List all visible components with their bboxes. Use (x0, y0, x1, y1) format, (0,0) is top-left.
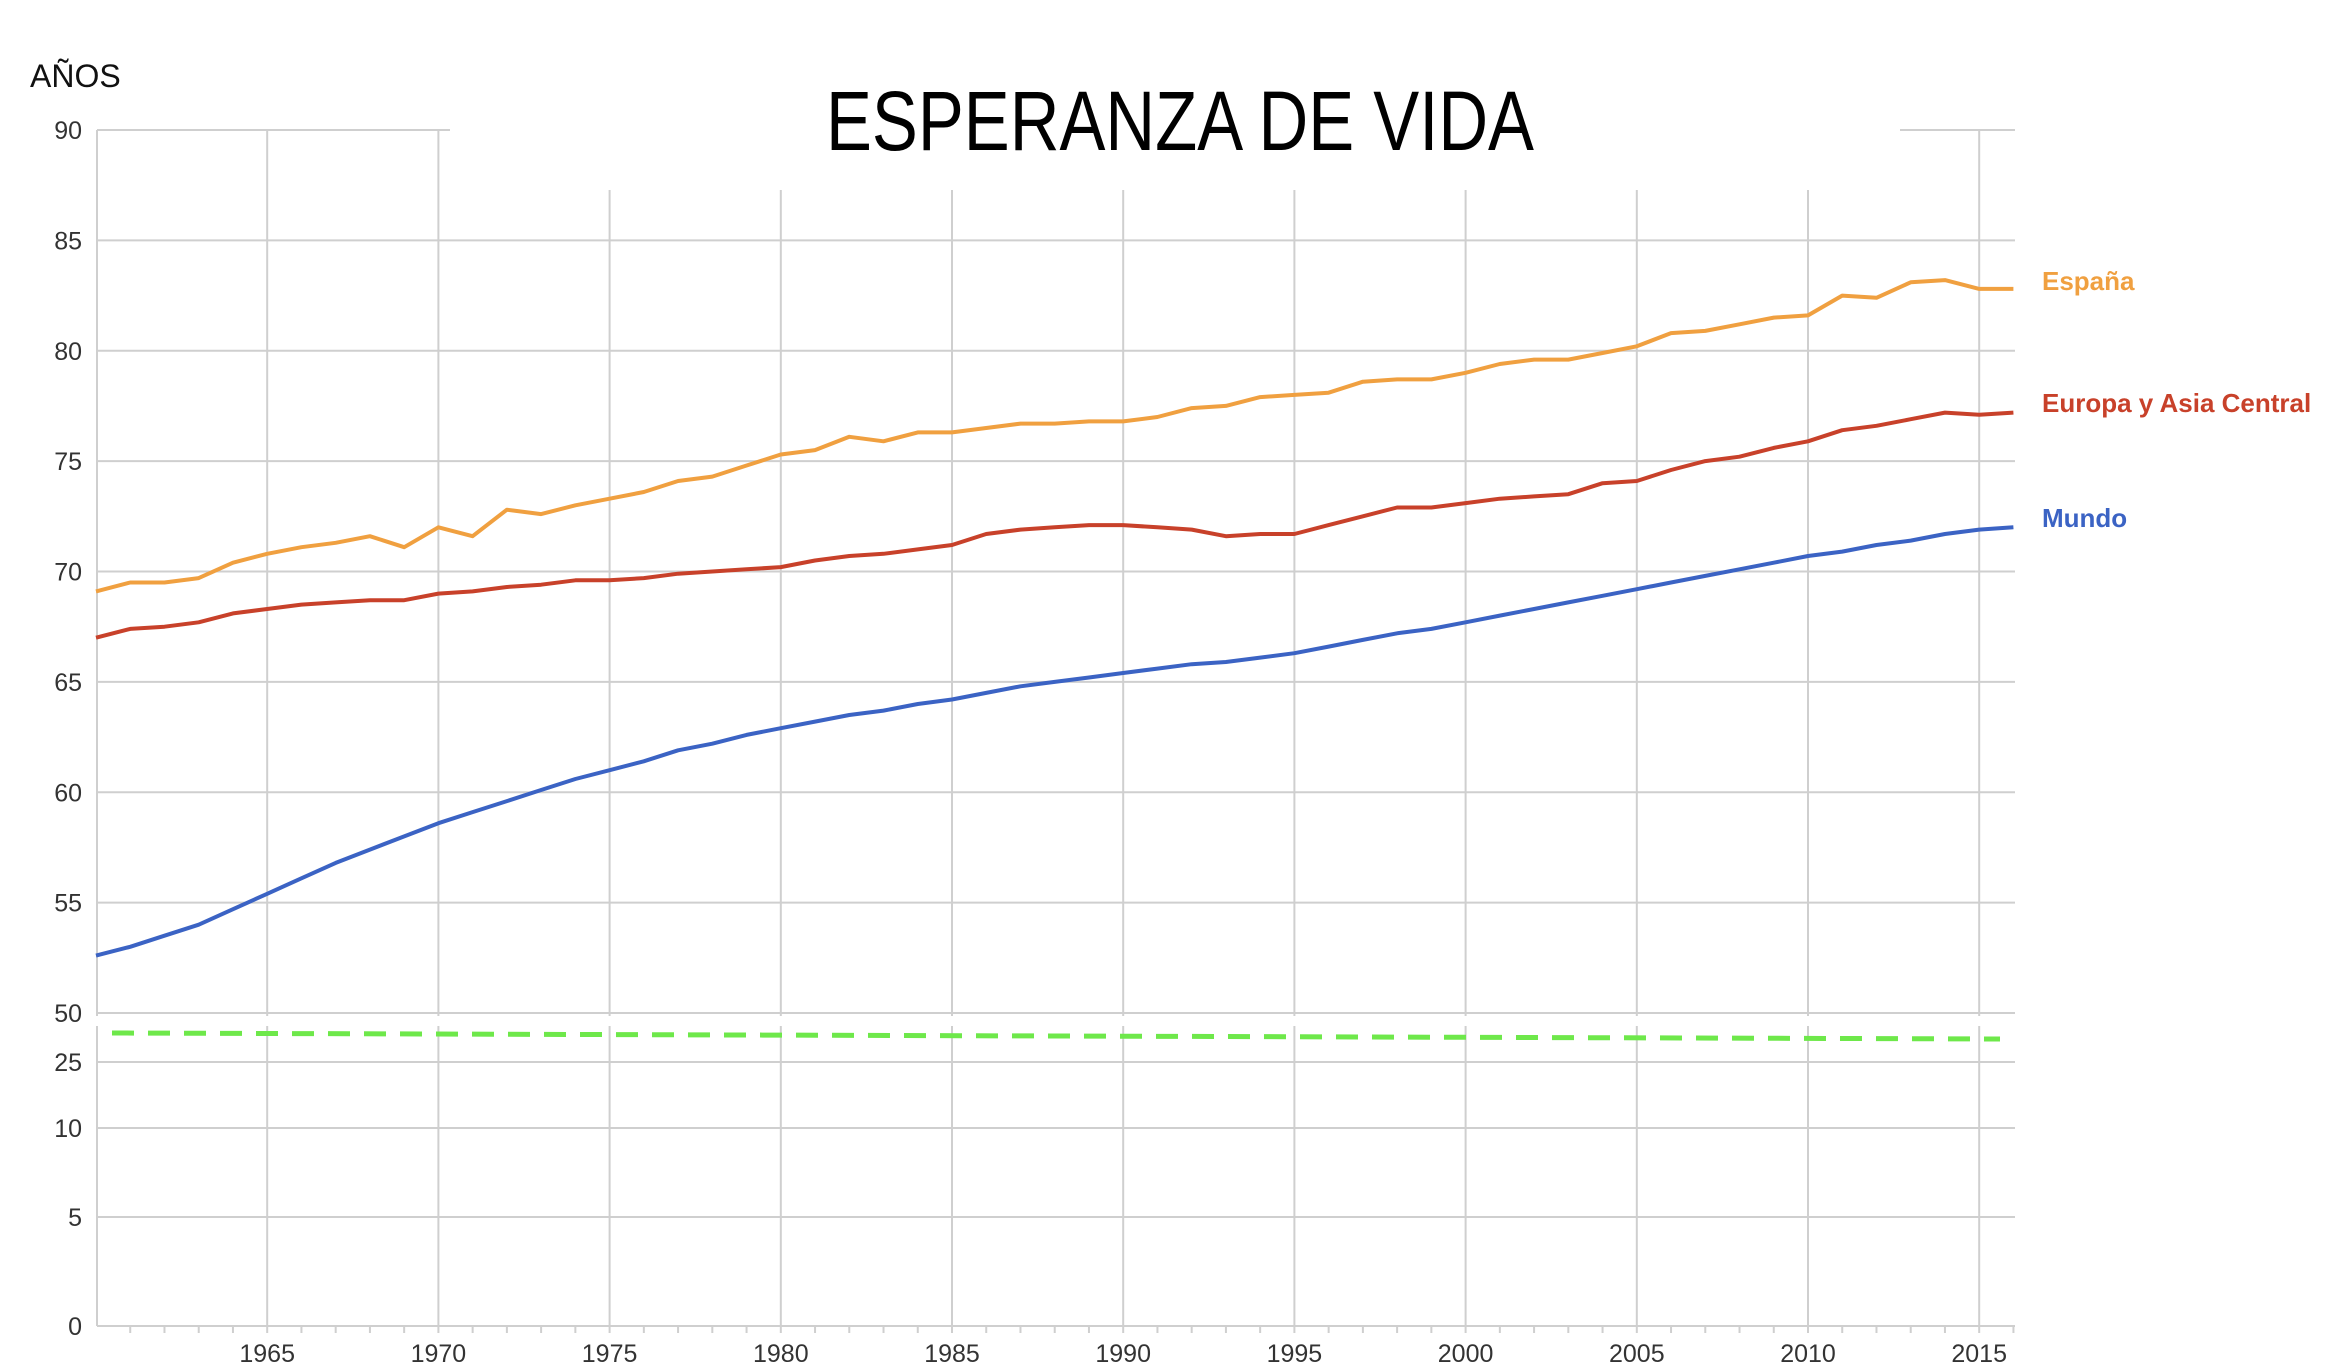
y-tick-label: 85 (54, 227, 82, 255)
y-tick-label: 5 (68, 1204, 82, 1232)
series-label: Europa y Asia Central (2042, 388, 2311, 418)
series-labels: España Europa y Asia Central Mundo (2042, 266, 2311, 533)
series-label: España (2042, 266, 2135, 296)
y-tick-label: 90 (54, 117, 82, 145)
y-tick-label: 0 (68, 1313, 82, 1341)
x-tick-label: 1990 (1095, 1340, 1151, 1364)
series-label: Mundo (2042, 503, 2127, 533)
y-tick-label: 80 (54, 338, 82, 366)
y-tick-label: 55 (54, 890, 82, 918)
axis-break-marker (111, 1030, 2001, 1042)
series-lines (95, 278, 2014, 958)
x-tick-label: 2000 (1438, 1340, 1494, 1364)
x-tick-label: 1970 (411, 1340, 467, 1364)
y-axis-label: AÑOS (30, 58, 121, 94)
axis-break-gap (95, 1016, 2017, 1026)
x-tick-label: 1980 (753, 1340, 809, 1364)
x-tick-label: 2005 (1609, 1340, 1665, 1364)
series-line-2 (95, 525, 2014, 958)
y-tick-label: 10 (54, 1115, 82, 1143)
y-tick-label: 50 (54, 1000, 82, 1028)
title-background (450, 60, 1900, 190)
series-line-0 (95, 278, 2014, 594)
y-tick-label: 65 (54, 669, 82, 697)
x-tick-label: 1985 (924, 1340, 980, 1364)
x-tick-label: 1965 (239, 1340, 295, 1364)
y-tick-label: 25 (54, 1049, 82, 1077)
x-tick-label: 2015 (1951, 1340, 2007, 1364)
chart-title: ESPERANZA DE VIDA (826, 75, 1535, 169)
y-tick-label: 75 (54, 448, 82, 476)
grid (95, 129, 2017, 1333)
x-tick-label: 2010 (1780, 1340, 1836, 1364)
y-tick-label: 70 (54, 559, 82, 587)
series-line-1 (95, 410, 2014, 640)
y-tick-label: 60 (54, 779, 82, 807)
x-tick-label: 1995 (1267, 1340, 1323, 1364)
x-tick-label: 1975 (582, 1340, 638, 1364)
